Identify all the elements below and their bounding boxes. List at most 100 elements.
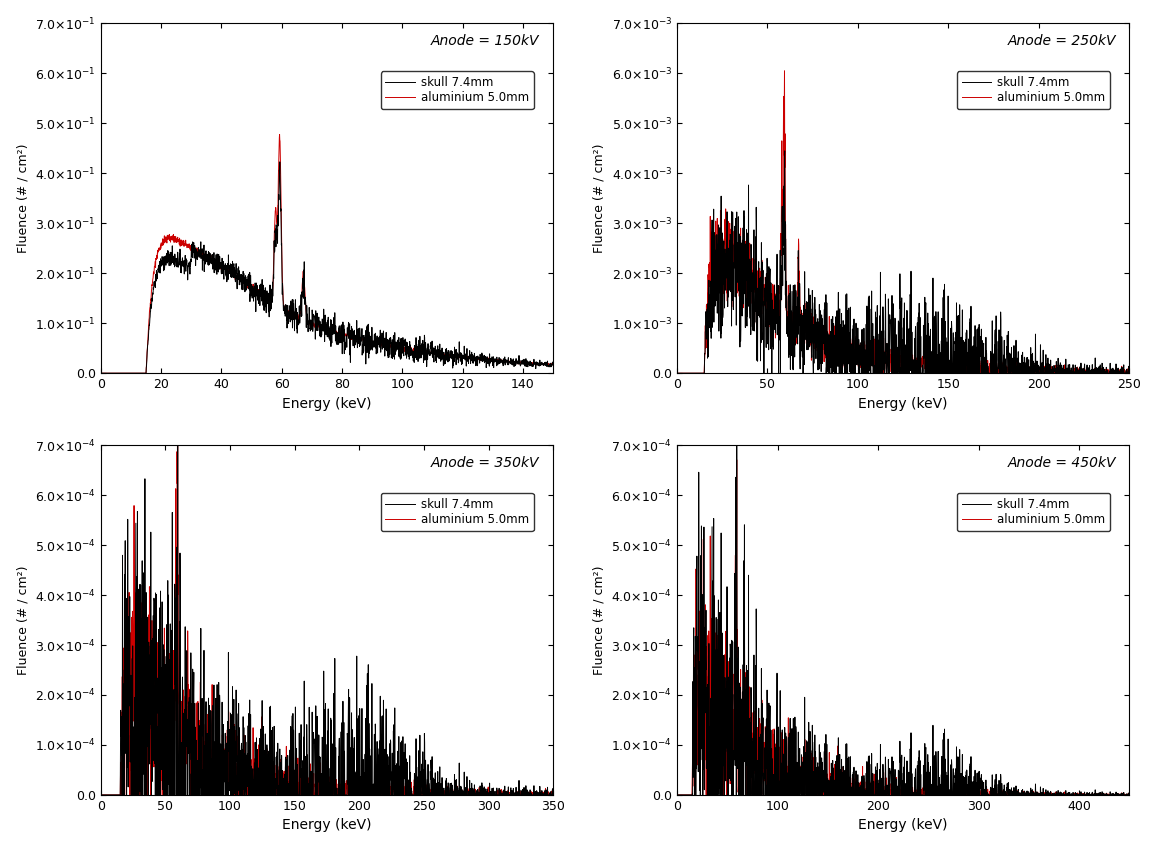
- skull 7.4mm: [879, 290, 893, 300]
- skull 7.4mm: [694, 790, 708, 800]
- skull 7.4mm: [1027, 363, 1041, 373]
- skull 7.4mm: [534, 788, 548, 798]
- skull 7.4mm: [547, 360, 560, 370]
- Line: aluminium 5.0mm: aluminium 5.0mm: [677, 460, 1129, 795]
- skull 7.4mm: [170, 277, 184, 287]
- Y-axis label: Fluence (# / cm²): Fluence (# / cm²): [593, 565, 606, 675]
- aluminium 5.0mm: [1026, 790, 1040, 800]
- Line: skull 7.4mm: skull 7.4mm: [677, 151, 1129, 374]
- skull 7.4mm: [879, 752, 893, 762]
- skull 7.4mm: [302, 702, 316, 712]
- aluminium 5.0mm: [314, 322, 328, 332]
- aluminium 5.0mm: [547, 788, 560, 798]
- skull 7.4mm: [694, 368, 708, 379]
- aluminium 5.0mm: [694, 368, 708, 379]
- skull 7.4mm: [730, 301, 743, 311]
- aluminium 5.0mm: [533, 790, 547, 800]
- aluminium 5.0mm: [302, 773, 316, 783]
- Line: skull 7.4mm: skull 7.4mm: [101, 162, 554, 374]
- Y-axis label: Fluence (# / cm²): Fluence (# / cm²): [593, 143, 606, 253]
- aluminium 5.0mm: [1026, 365, 1040, 375]
- aluminium 5.0mm: [670, 368, 684, 379]
- Line: aluminium 5.0mm: aluminium 5.0mm: [101, 379, 554, 795]
- aluminium 5.0mm: [1109, 368, 1123, 379]
- aluminium 5.0mm: [1109, 790, 1123, 800]
- skull 7.4mm: [1109, 790, 1123, 800]
- Legend: skull 7.4mm, aluminium 5.0mm: skull 7.4mm, aluminium 5.0mm: [381, 71, 534, 110]
- aluminium 5.0mm: [547, 359, 560, 369]
- aluminium 5.0mm: [534, 358, 548, 368]
- skull 7.4mm: [450, 787, 464, 797]
- aluminium 5.0mm: [534, 788, 548, 798]
- skull 7.4mm: [1122, 368, 1136, 378]
- skull 7.4mm: [1122, 790, 1136, 800]
- skull 7.4mm: [1109, 368, 1123, 379]
- Line: aluminium 5.0mm: aluminium 5.0mm: [677, 70, 1129, 374]
- Line: aluminium 5.0mm: aluminium 5.0mm: [101, 134, 554, 374]
- Legend: skull 7.4mm, aluminium 5.0mm: skull 7.4mm, aluminium 5.0mm: [957, 493, 1109, 531]
- aluminium 5.0mm: [533, 359, 547, 369]
- Legend: skull 7.4mm, aluminium 5.0mm: skull 7.4mm, aluminium 5.0mm: [381, 493, 534, 531]
- skull 7.4mm: [302, 302, 316, 312]
- X-axis label: Energy (keV): Energy (keV): [858, 396, 948, 411]
- Y-axis label: Fluence (# / cm²): Fluence (# / cm²): [17, 143, 30, 253]
- skull 7.4mm: [1109, 366, 1123, 376]
- X-axis label: Energy (keV): Energy (keV): [283, 396, 372, 411]
- Text: Anode = 150kV: Anode = 150kV: [431, 34, 540, 48]
- aluminium 5.0mm: [314, 786, 328, 796]
- skull 7.4mm: [94, 368, 108, 379]
- skull 7.4mm: [670, 790, 684, 800]
- aluminium 5.0mm: [878, 346, 892, 356]
- skull 7.4mm: [117, 368, 131, 379]
- X-axis label: Energy (keV): Energy (keV): [858, 818, 948, 832]
- X-axis label: Energy (keV): Energy (keV): [283, 818, 372, 832]
- aluminium 5.0mm: [450, 351, 464, 362]
- aluminium 5.0mm: [450, 790, 464, 800]
- skull 7.4mm: [670, 368, 684, 379]
- aluminium 5.0mm: [302, 316, 316, 326]
- aluminium 5.0mm: [117, 368, 131, 379]
- skull 7.4mm: [891, 342, 904, 352]
- skull 7.4mm: [778, 146, 792, 156]
- skull 7.4mm: [534, 790, 548, 800]
- aluminium 5.0mm: [777, 65, 791, 76]
- aluminium 5.0mm: [878, 781, 892, 791]
- aluminium 5.0mm: [272, 129, 286, 139]
- Line: skull 7.4mm: skull 7.4mm: [677, 306, 1129, 795]
- Text: Anode = 450kV: Anode = 450kV: [1007, 456, 1116, 469]
- skull 7.4mm: [1027, 789, 1041, 799]
- aluminium 5.0mm: [1109, 790, 1123, 800]
- skull 7.4mm: [547, 790, 560, 800]
- Line: skull 7.4mm: skull 7.4mm: [101, 282, 554, 795]
- aluminium 5.0mm: [94, 790, 108, 800]
- aluminium 5.0mm: [891, 355, 904, 365]
- skull 7.4mm: [534, 360, 548, 370]
- aluminium 5.0mm: [1122, 365, 1136, 375]
- skull 7.4mm: [117, 790, 131, 800]
- skull 7.4mm: [314, 319, 328, 329]
- aluminium 5.0mm: [891, 789, 904, 799]
- skull 7.4mm: [534, 358, 548, 368]
- Text: Anode = 350kV: Anode = 350kV: [431, 456, 540, 469]
- aluminium 5.0mm: [730, 455, 743, 465]
- skull 7.4mm: [891, 781, 904, 791]
- skull 7.4mm: [94, 790, 108, 800]
- aluminium 5.0mm: [1122, 790, 1136, 800]
- skull 7.4mm: [314, 768, 328, 779]
- Y-axis label: Fluence (# / cm²): Fluence (# / cm²): [16, 565, 30, 675]
- aluminium 5.0mm: [670, 790, 684, 800]
- aluminium 5.0mm: [694, 664, 708, 674]
- aluminium 5.0mm: [117, 688, 131, 698]
- skull 7.4mm: [670, 368, 684, 379]
- Legend: skull 7.4mm, aluminium 5.0mm: skull 7.4mm, aluminium 5.0mm: [957, 71, 1109, 110]
- skull 7.4mm: [94, 368, 108, 379]
- skull 7.4mm: [670, 790, 684, 800]
- aluminium 5.0mm: [94, 368, 108, 379]
- Text: Anode = 250kV: Anode = 250kV: [1007, 34, 1116, 48]
- skull 7.4mm: [94, 790, 108, 800]
- skull 7.4mm: [1109, 790, 1123, 800]
- skull 7.4mm: [450, 350, 464, 360]
- aluminium 5.0mm: [170, 374, 184, 384]
- aluminium 5.0mm: [1109, 365, 1123, 375]
- skull 7.4mm: [273, 157, 287, 167]
